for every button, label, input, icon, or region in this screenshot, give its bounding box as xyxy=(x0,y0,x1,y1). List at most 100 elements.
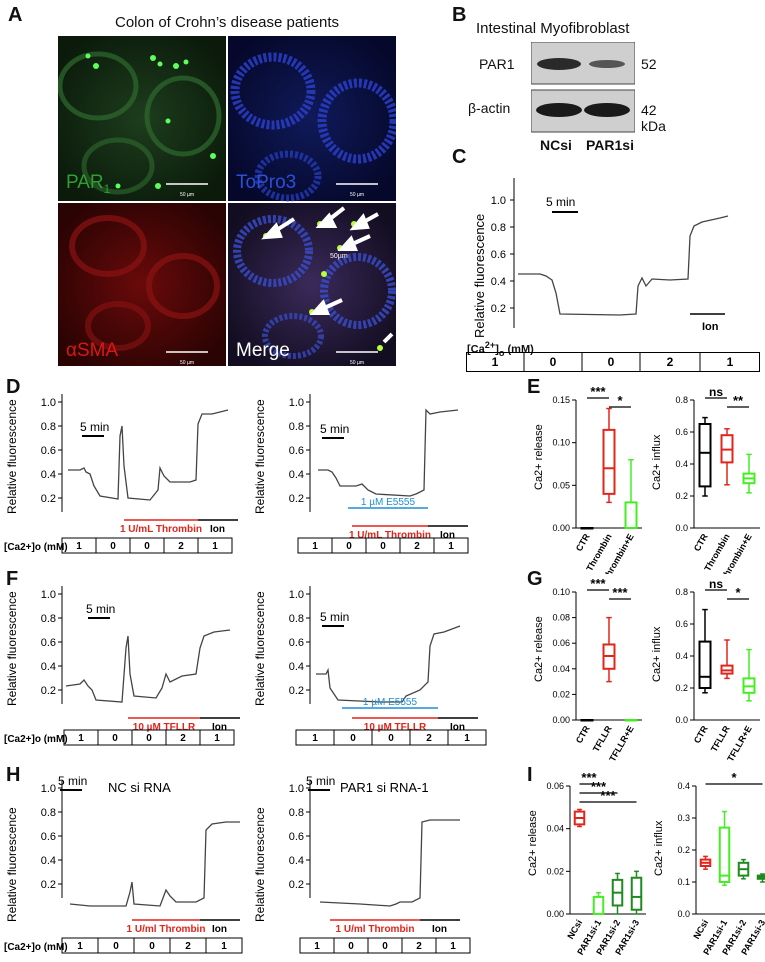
ylabel-trace: Relative fluorescence xyxy=(5,399,19,514)
trace-line xyxy=(318,408,459,497)
box-tfllr-e xyxy=(624,719,638,722)
ca-cell: 2 xyxy=(178,541,184,552)
box-category-label: TFLLR xyxy=(709,724,732,754)
panel-a-micrograph: PAR1 50 µm ToPro3 50 µm αSMA 50 µm xyxy=(58,36,396,366)
timebar-label: 5 min xyxy=(320,422,349,436)
box-ctr xyxy=(698,416,712,497)
ca-label: [Ca2+]o (mM) xyxy=(4,942,68,953)
ca-cell: 1 xyxy=(450,941,456,952)
box-ytick-label: 0.04 xyxy=(546,824,564,834)
box-ytick-label: 0.04 xyxy=(552,664,570,674)
panel-label-b: B xyxy=(452,4,467,26)
ylabel-trace: Relative fluorescence xyxy=(253,807,267,922)
ion-label: Ion xyxy=(210,524,225,535)
panel-label-c: C xyxy=(452,146,467,168)
ytick-label-c: 0.2 xyxy=(491,303,506,315)
ytick-label-c: 0.4 xyxy=(491,276,506,288)
western-blot xyxy=(531,42,635,133)
ytick-label: 0.4 xyxy=(41,855,56,867)
box-par1si-3 xyxy=(630,870,643,915)
sig-label: ns xyxy=(709,385,723,399)
box-thrombin-e xyxy=(624,458,638,530)
ion-c: Ion xyxy=(702,321,719,333)
label-merge: Merge xyxy=(236,340,290,361)
box-ctr xyxy=(580,719,594,722)
box-ylabel: Ca2+ release xyxy=(527,810,539,876)
trace-line xyxy=(69,821,240,907)
ytick-label: 0.2 xyxy=(41,685,56,697)
ca-cell: 0 xyxy=(550,355,557,369)
box-ytick-label: 0.15 xyxy=(552,395,570,405)
drug-label: 10 µM TFLLR xyxy=(364,722,427,733)
ytick-label: 0.6 xyxy=(289,445,304,457)
ca-cell: 0 xyxy=(144,541,150,552)
ca-cell: 2 xyxy=(667,355,674,369)
quadrant-par1: PAR1 50 µm xyxy=(58,36,226,201)
panel-label-f: F xyxy=(6,568,19,590)
svg-text:50 µm: 50 µm xyxy=(350,192,364,198)
box-tfllr xyxy=(602,616,616,683)
drug-label: 1 U/mL Thrombin xyxy=(349,530,431,541)
box-category-label: CTR xyxy=(574,724,592,745)
ytick-label-c: 0.6 xyxy=(491,249,506,261)
ytick-label: 0.6 xyxy=(289,831,304,843)
ca-cell: 0 xyxy=(146,733,152,744)
ca-table-c: 1 0 0 2 1 xyxy=(466,352,760,372)
ca-table xyxy=(295,729,487,746)
ion-label: Ion xyxy=(212,924,227,935)
trace-line xyxy=(65,629,231,703)
timebar-label: 5 min xyxy=(86,602,115,616)
ytick-label: 0.8 xyxy=(289,421,304,433)
ca-cell: 1 xyxy=(448,541,454,552)
box-ylabel: Ca2+ influx xyxy=(651,626,663,682)
ca-cell: 0 xyxy=(350,733,356,744)
panel-e-boxplots: Ca2+ release0.000.050.100.15CTRThrombinT… xyxy=(533,384,760,574)
box-category-label: TFLLR xyxy=(591,724,614,754)
ytick-label: 0.8 xyxy=(41,421,56,433)
ca-table xyxy=(297,537,469,554)
ytick-label: 1.0 xyxy=(289,397,304,409)
ion-label: Ion xyxy=(432,924,447,935)
ytick-label-c: 1.0 xyxy=(491,195,506,207)
ca-cell: 2 xyxy=(180,733,186,744)
box-thrombin xyxy=(720,428,734,486)
box-thrombin xyxy=(602,407,616,504)
ca-cell: 2 xyxy=(414,541,420,552)
box-ytick-label: 0.00 xyxy=(552,523,570,533)
ylabel-trace: Relative fluorescence xyxy=(253,399,267,514)
ytick-label: 0.6 xyxy=(41,831,56,843)
box-ytick-label: 0.3 xyxy=(677,813,690,823)
panel-h-traces: Relative fluorescence 0.20.40.60.81.05 mi… xyxy=(4,774,471,954)
ca-table xyxy=(63,729,235,746)
panel-d-traces: Relative fluorescence 0.2 0.4 0.6 0.8 1.0 5 mi… xyxy=(4,394,469,554)
box-ytick-label: 0.08 xyxy=(552,613,570,623)
box-thrombin-e xyxy=(742,453,756,494)
box-par1si-2 xyxy=(737,858,750,880)
ca-cell: 1 xyxy=(76,541,82,552)
box-ctr xyxy=(698,608,712,694)
box-ylabel: Ca2+ release xyxy=(533,616,545,682)
ytick-label: 0.6 xyxy=(41,637,56,649)
drug-label: 10 µM TFLLR xyxy=(133,722,196,733)
box-ytick-label: 0.00 xyxy=(552,715,570,725)
ca-cell: 2 xyxy=(416,941,422,952)
ytick-label: 0.8 xyxy=(41,807,56,819)
box-ytick-label: 0.02 xyxy=(552,689,570,699)
panel-label-i: I xyxy=(527,764,533,786)
ytick-label: 0.4 xyxy=(41,661,56,673)
ytick-label: 0.8 xyxy=(289,807,304,819)
blot-label-actin: β-actin xyxy=(468,100,511,116)
sig-label: *** xyxy=(591,779,607,794)
panel-label-d: D xyxy=(6,376,21,398)
panel-label-e: E xyxy=(527,376,541,398)
box-category-label: CTR xyxy=(692,724,710,745)
box-ctr xyxy=(580,527,594,530)
ca-cell: 1 xyxy=(77,941,83,952)
box-ylabel: Ca2+ influx xyxy=(653,820,665,876)
box-ytick-label: 0.2 xyxy=(677,845,690,855)
scalebar-merge-label: 50µm xyxy=(330,253,348,260)
drug-label: 1 U/ml Thrombin xyxy=(336,924,415,935)
box-par1si-1 xyxy=(718,810,731,886)
box-par1si-3 xyxy=(756,873,765,883)
panel-c-trace: 0.2 0.4 0.6 0.8 1.0 Relative fluorescence 5 … xyxy=(472,178,729,338)
